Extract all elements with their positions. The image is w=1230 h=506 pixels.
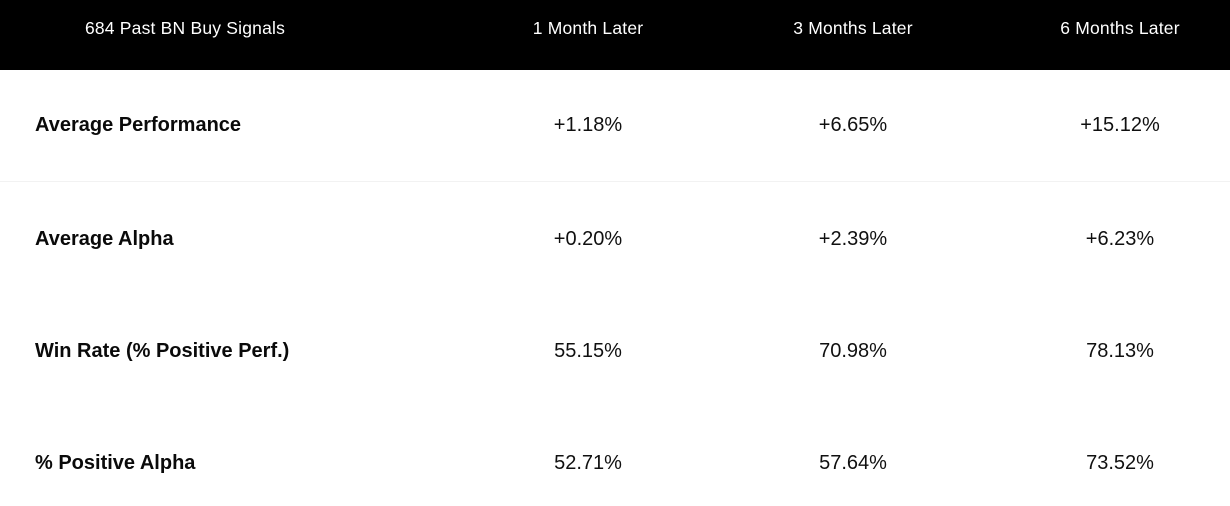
value-6-months: 73.52% <box>1086 451 1154 474</box>
value-6-months: +6.23% <box>1085 227 1155 250</box>
table-row-average-performance: Average Performance +1.18% +6.65% +15.12… <box>0 70 1230 182</box>
header-col-6-months-later: 6 Months Later <box>1060 18 1180 38</box>
row-label: Average Alpha <box>35 227 174 250</box>
value-6-months: +15.12% <box>1080 114 1160 136</box>
value-3-months: 57.64% <box>819 451 887 474</box>
row-label: Average Performance <box>35 114 242 136</box>
value-3-months: 70.98% <box>819 340 887 362</box>
value-3-months: +2.39% <box>818 227 888 250</box>
header-col-3-months-later: 3 Months Later <box>793 18 913 38</box>
value-1-month: +0.20% <box>553 227 623 250</box>
header-col-1-month-later: 1 Month Later <box>532 18 644 38</box>
value-6-months: 78.13% <box>1086 340 1154 362</box>
row-label: Win Rate (% Positive Perf.) <box>35 340 290 362</box>
row-label: % Positive Alpha <box>35 451 196 474</box>
table-row-average-alpha: Average Alpha +0.20% +2.39% +6.23% <box>0 183 1230 295</box>
table-row-positive-alpha: % Positive Alpha 52.71% 57.64% 73.52% <box>0 408 1230 506</box>
table-header: 684 Past BN Buy Signals 1 Month Later 3 … <box>0 0 1230 70</box>
value-1-month: +1.18% <box>553 114 623 136</box>
table-row-win-rate: Win Rate (% Positive Perf.) 55.15% 70.98… <box>0 295 1230 408</box>
header-col-signals: 684 Past BN Buy Signals <box>84 18 286 38</box>
value-1-month: 52.71% <box>554 451 622 474</box>
value-3-months: +6.65% <box>818 114 888 136</box>
value-1-month: 55.15% <box>554 340 622 362</box>
